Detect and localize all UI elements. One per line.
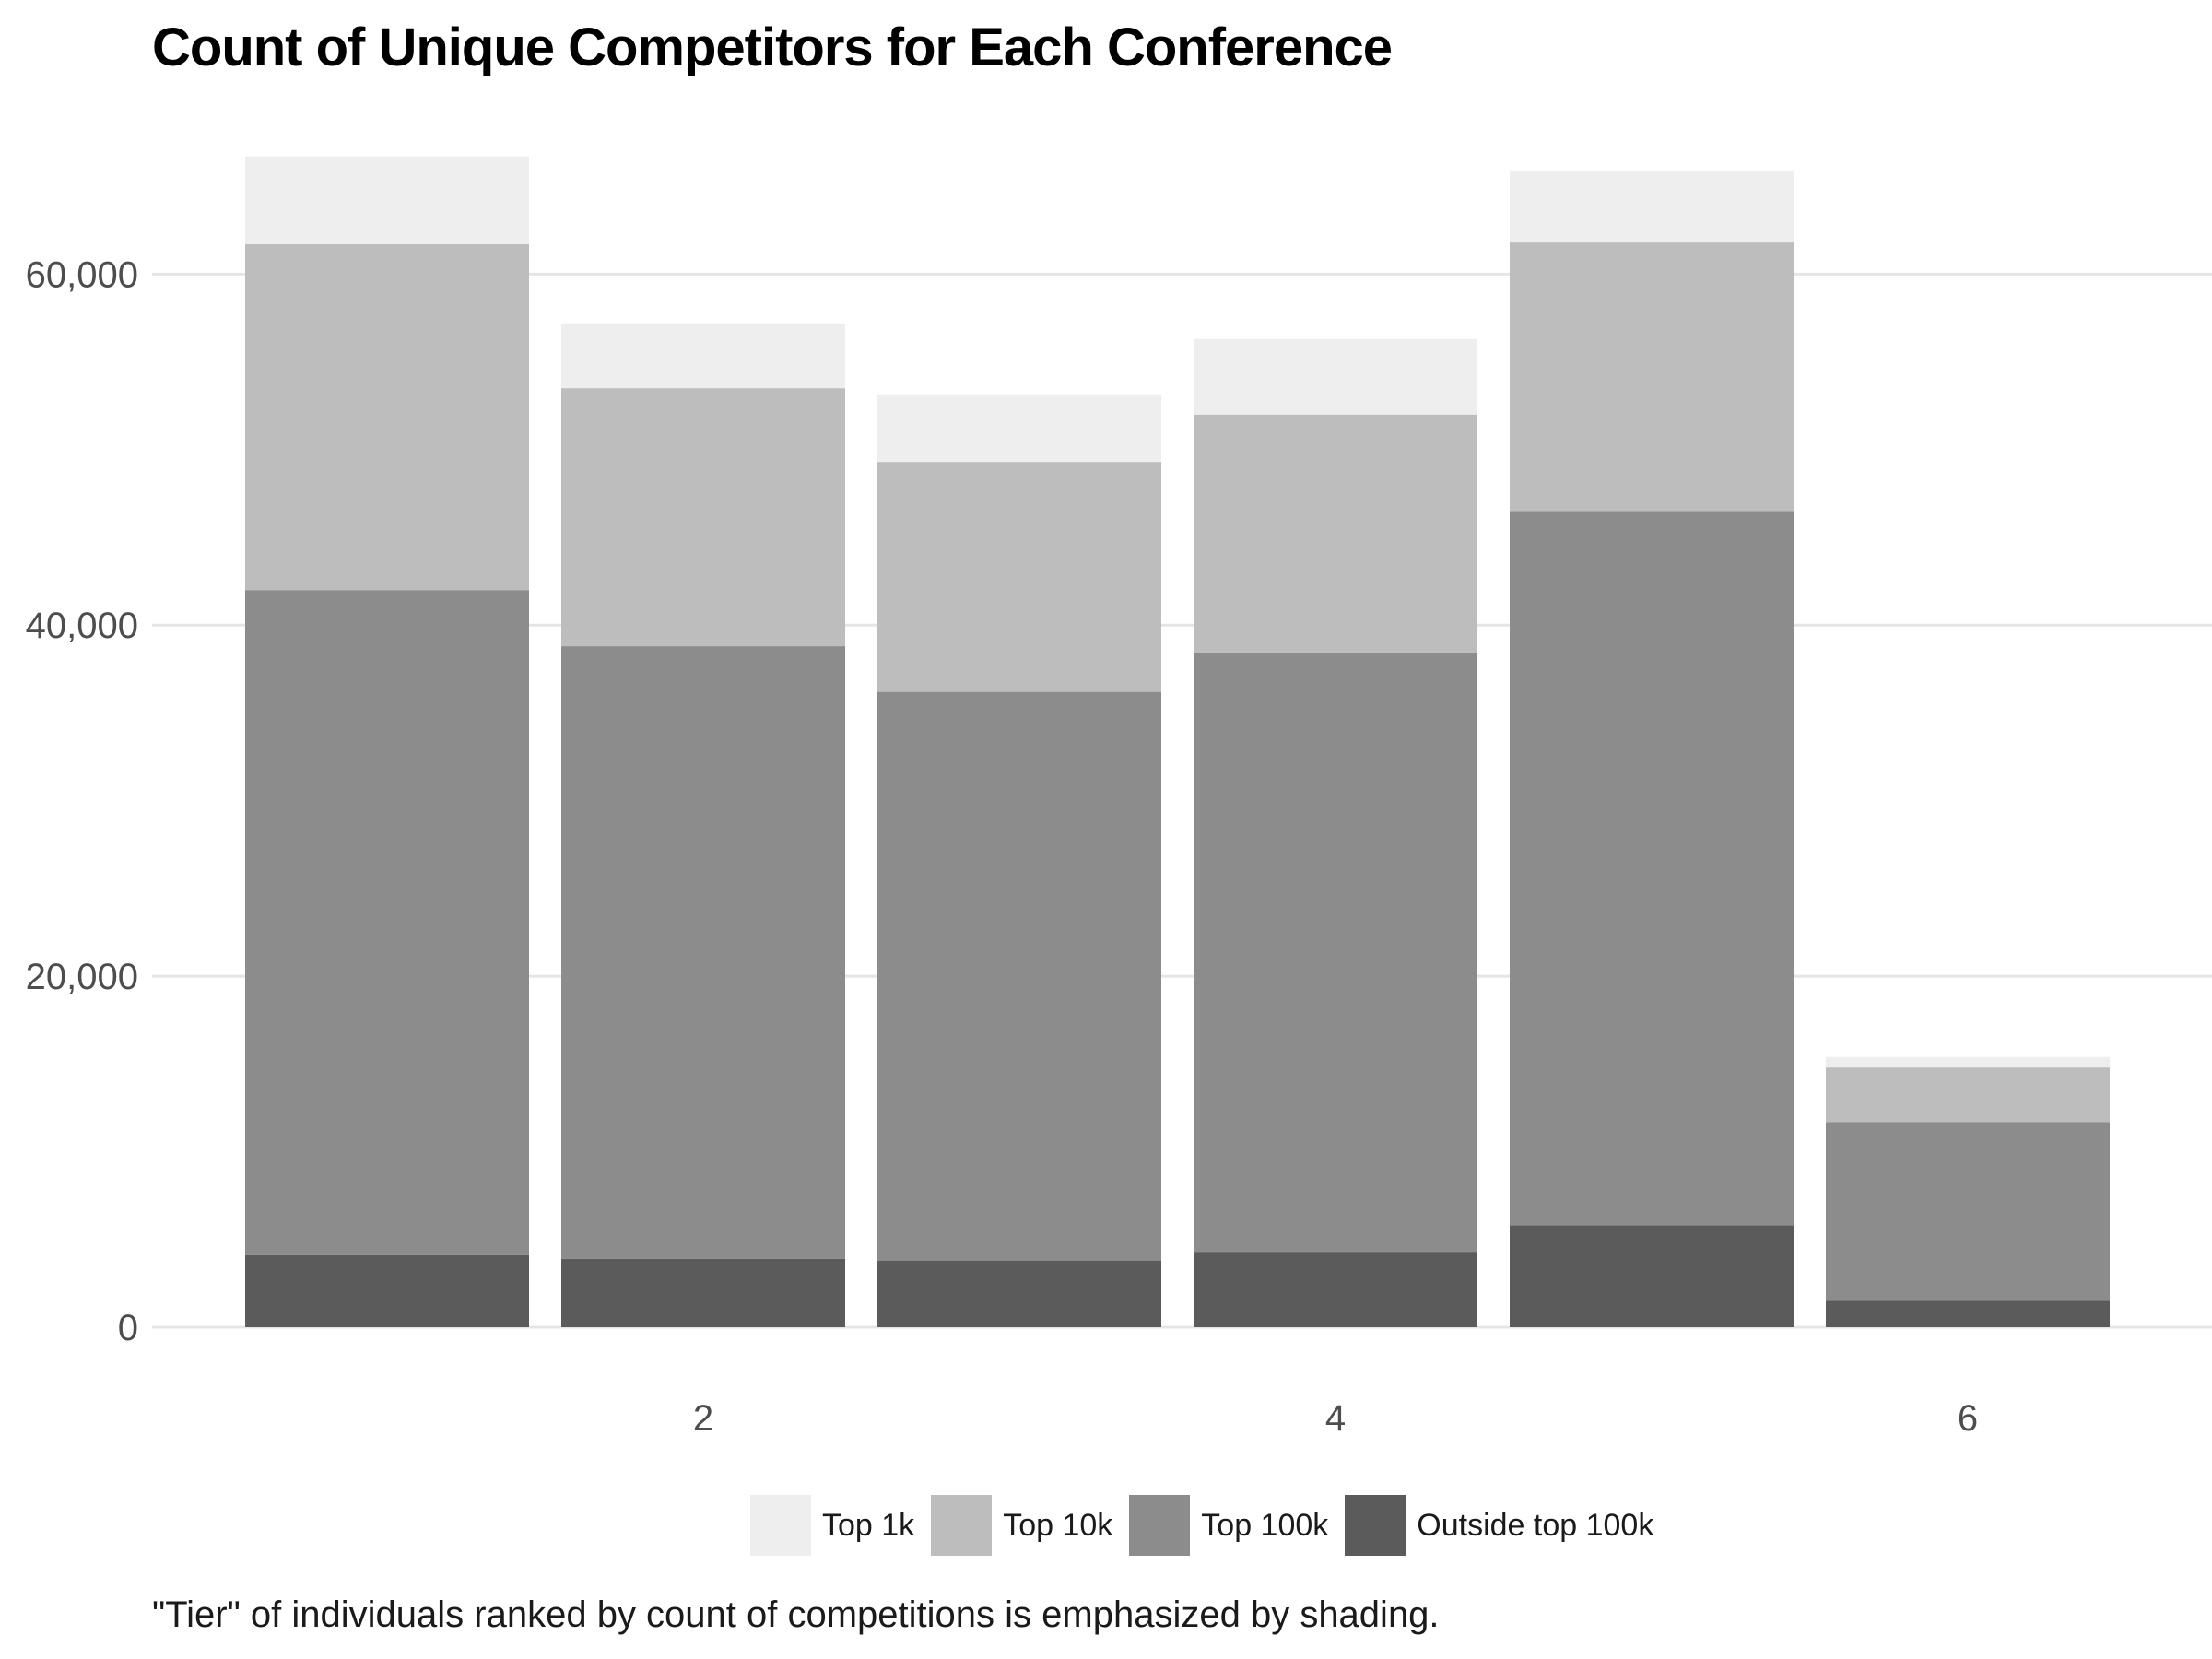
legend: Top 1k Top 10k Top 100k Outside top 100k: [750, 1495, 1670, 1556]
bar-segment: [561, 646, 845, 1259]
bar-segment: [1826, 1122, 2110, 1301]
legend-item: Outside top 100k: [1345, 1495, 1653, 1556]
legend-item: Top 100k: [1129, 1495, 1328, 1556]
bar-segment: [1194, 338, 1477, 415]
legend-swatch: [1345, 1495, 1406, 1556]
bar-segment: [245, 590, 529, 1255]
chart-plot-area: 0 20,000 40,000 60,000 2 4 6: [26, 156, 2212, 1439]
bar-segment: [561, 388, 845, 647]
legend-label: Top 100k: [1201, 1507, 1329, 1543]
legend-label: Top 10k: [1003, 1507, 1113, 1543]
legend-label: Outside top 100k: [1417, 1507, 1654, 1543]
y-tick-label: 60,000: [26, 254, 138, 295]
x-tick-label: 2: [693, 1398, 713, 1439]
bar-stacks: [245, 156, 2110, 1327]
bar-segment: [1510, 1225, 1794, 1327]
bar-segment: [1194, 1252, 1477, 1327]
y-tick-label: 20,000: [26, 957, 138, 997]
y-tick-label: 40,000: [26, 606, 138, 646]
bar-segment: [1194, 653, 1477, 1253]
bar-segment: [877, 1260, 1161, 1327]
legend-swatch: [1129, 1495, 1191, 1556]
y-axis-tick-labels: 0 20,000 40,000 60,000: [26, 254, 138, 1348]
bar-segment: [561, 323, 845, 389]
bar-segment: [245, 156, 529, 244]
legend-label: Top 1k: [822, 1507, 915, 1543]
bar-segment: [561, 1258, 845, 1327]
bar-segment: [1826, 1056, 2110, 1068]
legend-item: Top 1k: [750, 1495, 914, 1556]
bar-segment: [877, 691, 1161, 1261]
bar-segment: [1510, 242, 1794, 512]
bar-segment: [1194, 414, 1477, 653]
bar-segment: [877, 462, 1161, 692]
chart-title: Count of Unique Competitors for Each Con…: [152, 18, 1393, 77]
bar-segment: [1510, 511, 1794, 1226]
legend-swatch: [750, 1495, 811, 1556]
chart-caption: "Tier" of individuals ranked by count of…: [152, 1594, 1440, 1635]
bar-segment: [245, 1254, 529, 1327]
bar-segment: [1510, 170, 1794, 243]
bar-segment: [245, 243, 529, 591]
x-tick-label: 4: [1325, 1398, 1346, 1439]
legend-swatch: [931, 1495, 993, 1556]
bar-segment: [1826, 1067, 2110, 1123]
x-axis-tick-labels: 2 4 6: [693, 1398, 1978, 1439]
x-tick-label: 6: [1958, 1398, 1978, 1439]
legend-item: Top 10k: [931, 1495, 1112, 1556]
y-tick-label: 0: [118, 1308, 138, 1348]
bar-segment: [1826, 1300, 2110, 1327]
bar-segment: [877, 394, 1161, 463]
